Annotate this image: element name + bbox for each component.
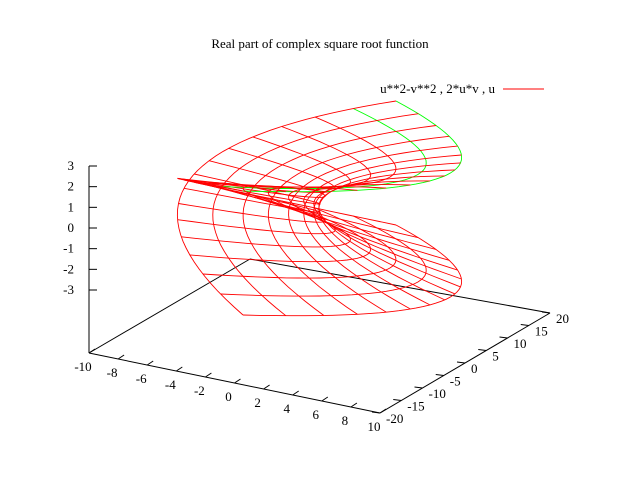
x-tick-label: -6 bbox=[136, 371, 147, 386]
mesh-line-v bbox=[176, 100, 397, 316]
y-tick-mark bbox=[435, 374, 444, 376]
x-tick-label: 10 bbox=[368, 419, 381, 434]
x-tick-mark bbox=[263, 384, 270, 390]
x-tick-label: -8 bbox=[107, 365, 118, 380]
mesh-line-v bbox=[212, 113, 419, 317]
mesh-line-v bbox=[318, 169, 456, 301]
x-tick-mark bbox=[146, 360, 154, 366]
y-tick-label: 15 bbox=[535, 324, 548, 339]
y-tick-mark bbox=[371, 411, 381, 414]
mesh-line-v bbox=[177, 177, 397, 226]
z-tick-label: -3 bbox=[63, 282, 74, 297]
y-tick-mark bbox=[541, 311, 551, 314]
x-tick-label: 6 bbox=[313, 407, 320, 422]
y-tick-mark bbox=[414, 386, 423, 389]
x-tick-mark bbox=[321, 396, 329, 402]
x-tick-mark bbox=[234, 378, 241, 384]
chart-title: Real part of complex square root functio… bbox=[211, 36, 429, 51]
y-tick-label: 10 bbox=[514, 336, 527, 351]
mesh-line-u bbox=[242, 224, 463, 317]
x-tick-mark bbox=[292, 390, 299, 396]
back-axis-line bbox=[88, 258, 251, 354]
y-tick-label: 5 bbox=[492, 349, 499, 364]
y-tick-mark bbox=[456, 361, 466, 364]
legend: u**2-v**2 , 2*u*v , u bbox=[380, 81, 544, 96]
mesh-line-v bbox=[288, 145, 458, 313]
z-tick-label: 1 bbox=[68, 199, 75, 214]
z-tick-label: 0 bbox=[68, 220, 75, 235]
x-tick-mark bbox=[379, 408, 387, 414]
back-axis-line-2 bbox=[249, 258, 551, 314]
mesh-line-v bbox=[267, 135, 450, 315]
mesh-line-v bbox=[303, 184, 462, 280]
x-tick-mark bbox=[176, 366, 183, 372]
y-tick-label: -10 bbox=[429, 386, 446, 401]
y-tick-label: -15 bbox=[407, 399, 424, 414]
mesh-line-v bbox=[318, 175, 456, 295]
x-tick-mark bbox=[350, 402, 358, 408]
mesh-line-v bbox=[303, 154, 462, 310]
mesh-line-v bbox=[313, 162, 461, 306]
x-tick-label: 2 bbox=[254, 395, 261, 410]
x-tick-mark bbox=[117, 354, 125, 360]
mesh-line-u bbox=[202, 207, 397, 279]
x-tick-mark bbox=[205, 372, 212, 378]
mesh-line-u bbox=[220, 108, 427, 190]
y-tick-label: -20 bbox=[386, 411, 403, 426]
mesh-line-u bbox=[189, 126, 372, 188]
z-tick-label: -1 bbox=[63, 241, 74, 256]
mesh-line-u bbox=[181, 136, 351, 190]
mesh-line-v bbox=[288, 186, 458, 271]
z-tick-label: 3 bbox=[68, 158, 75, 173]
mesh-line-v bbox=[242, 125, 437, 316]
surface-mesh bbox=[176, 100, 463, 317]
mesh-line-u bbox=[189, 200, 372, 263]
y-tick-label: 20 bbox=[556, 311, 569, 326]
x-tick-label: 0 bbox=[225, 389, 232, 404]
x-tick-label: 4 bbox=[283, 401, 290, 416]
y-tick-mark bbox=[393, 399, 402, 401]
y-tick-mark bbox=[520, 324, 529, 326]
mesh-line-u bbox=[202, 116, 397, 188]
x-tick-label: -4 bbox=[165, 377, 176, 392]
mesh-line-u bbox=[242, 100, 463, 193]
x-tick-label: -2 bbox=[194, 383, 205, 398]
x-tick-label: -10 bbox=[74, 359, 91, 374]
x-tick-label: 8 bbox=[342, 413, 349, 428]
mesh-line-u bbox=[220, 215, 427, 297]
x-tick-mark bbox=[88, 348, 96, 354]
y-tick-mark bbox=[478, 349, 487, 351]
z-tick-label: -2 bbox=[63, 261, 74, 276]
y-tick-mark bbox=[499, 336, 508, 339]
y-tick-label: -5 bbox=[450, 374, 461, 389]
z-tick-label: 2 bbox=[68, 179, 75, 194]
legend-label: u**2-v**2 , 2*u*v , u bbox=[380, 81, 495, 96]
y-tick-label: 0 bbox=[471, 361, 478, 376]
